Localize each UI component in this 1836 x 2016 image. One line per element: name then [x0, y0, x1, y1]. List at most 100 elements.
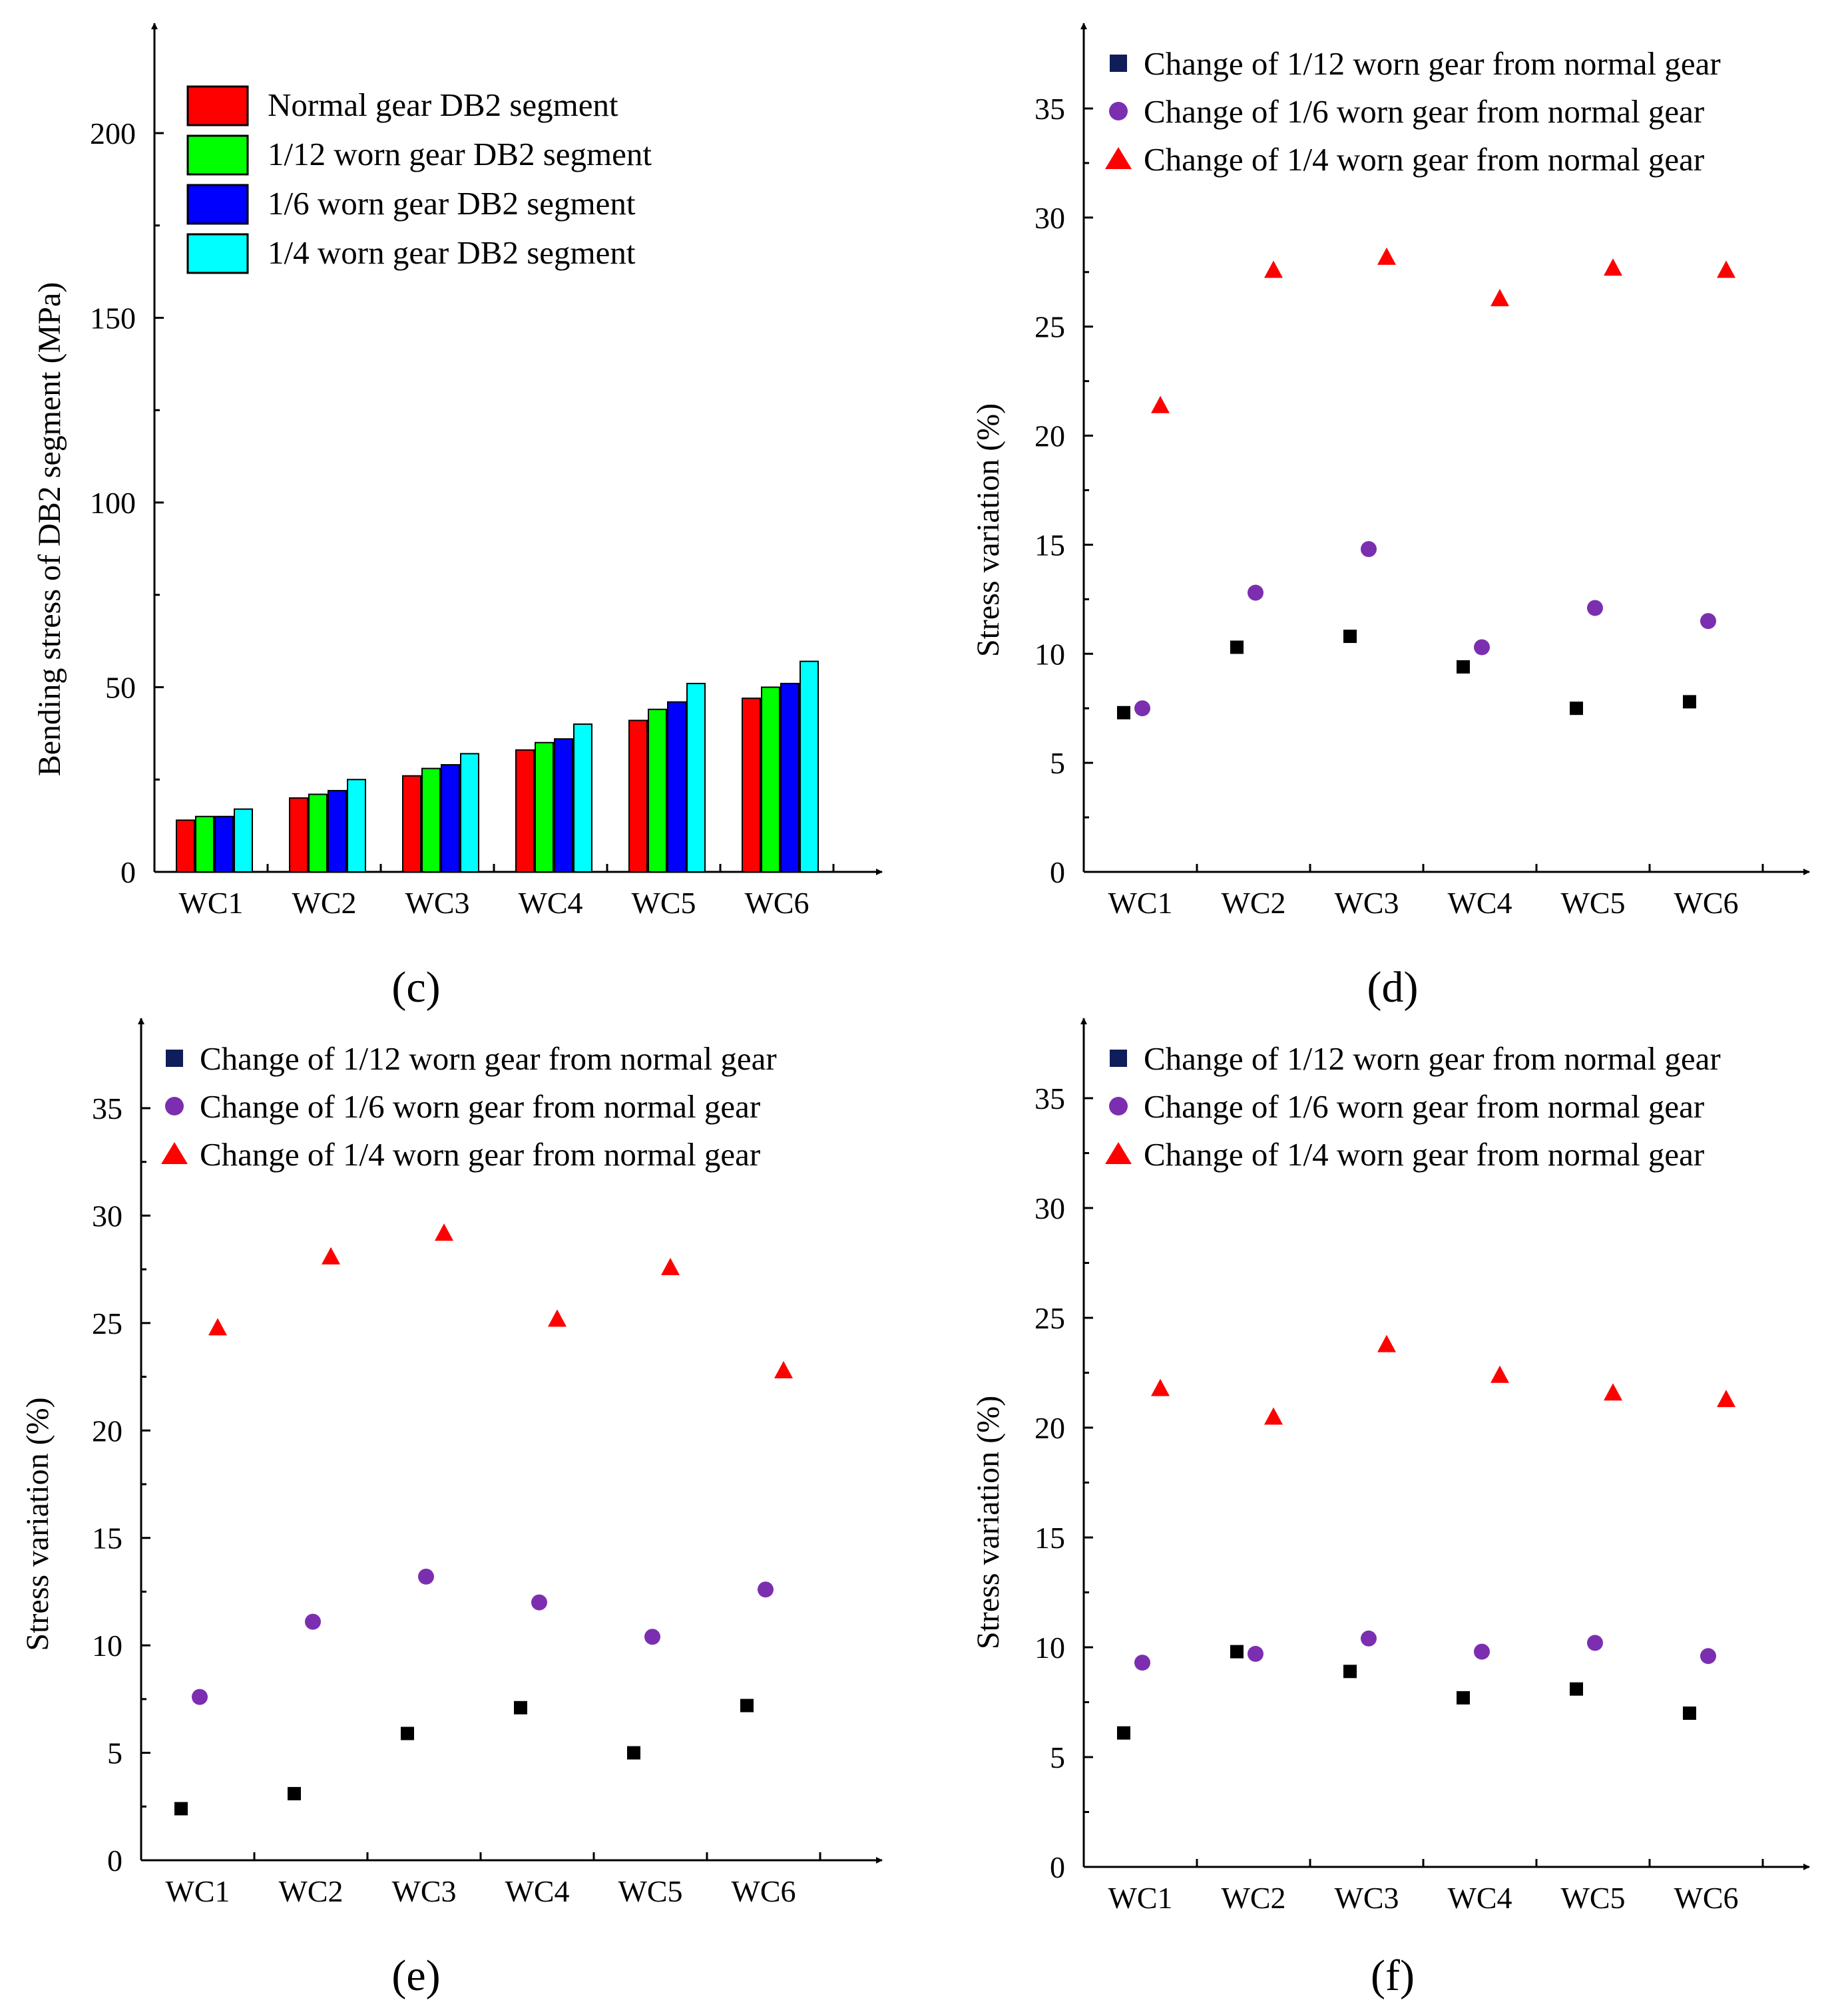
marker-triangle	[1604, 258, 1622, 276]
legend-marker-square	[166, 1050, 183, 1067]
legend-swatch	[186, 85, 249, 126]
marker-triangle	[1717, 1390, 1735, 1408]
x-tick-label: WC4	[1447, 1881, 1512, 1915]
marker-triangle	[1604, 1383, 1622, 1401]
x-tick-label: WC6	[1674, 1881, 1738, 1915]
y-tick-label: 10	[1034, 1631, 1065, 1665]
marker-square	[401, 1726, 414, 1740]
legend-entry: Normal gear DB2 segment	[268, 87, 618, 123]
marker-square	[1117, 1726, 1130, 1740]
x-tick-label: WC6	[1674, 886, 1738, 920]
x-tick-label: WC5	[618, 1874, 682, 1908]
y-tick-label: 200	[90, 116, 136, 150]
x-tick-label: WC5	[631, 886, 696, 920]
panel-label: (f)	[1371, 1951, 1415, 2000]
y-tick-label: 10	[1034, 637, 1065, 671]
marker-circle	[1474, 639, 1490, 656]
marker-circle	[1361, 1630, 1377, 1647]
legend-entry: Change of 1/4 worn gear from normal gear	[1144, 141, 1704, 178]
marker-triangle	[548, 1309, 567, 1327]
bar	[289, 797, 308, 873]
marker-circle	[1134, 700, 1150, 717]
x-tick-label: WC1	[1108, 886, 1172, 920]
marker-triangle	[661, 1257, 680, 1275]
panel-label: (e)	[391, 1951, 440, 2000]
x-tick-label: WC2	[1221, 1881, 1285, 1915]
panel-label: (d)	[1367, 963, 1419, 1012]
legend-entry: 1/4 worn gear DB2 segment	[268, 234, 636, 271]
legend-entry: Change of 1/4 worn gear from normal gear	[200, 1136, 760, 1173]
legend-marker-circle	[165, 1097, 184, 1115]
legend-marker-circle	[1109, 102, 1128, 120]
legend-marker-triangle	[1105, 1142, 1132, 1164]
x-tick-label: WC4	[518, 886, 582, 920]
x-tick-label: WC5	[1560, 1881, 1625, 1915]
marker-square	[1457, 660, 1470, 674]
y-tick-label: 5	[107, 1736, 122, 1770]
legend-entry: Change of 1/6 worn gear from normal gear	[1144, 1088, 1704, 1125]
marker-square	[627, 1746, 640, 1760]
marker-triangle	[322, 1247, 340, 1265]
legend-entry: Change of 1/6 worn gear from normal gear	[1144, 93, 1704, 130]
y-tick-label: 25	[92, 1307, 122, 1340]
marker-triangle	[1377, 247, 1396, 265]
legend-swatch	[186, 134, 249, 176]
marker-circle	[1248, 1645, 1263, 1662]
bar	[195, 815, 214, 873]
marker-square	[1230, 1645, 1244, 1659]
bar	[441, 764, 460, 873]
marker-triangle	[1717, 260, 1735, 278]
legend-marker-triangle	[1105, 147, 1132, 169]
marker-circle	[1587, 600, 1603, 616]
legend-swatch	[186, 184, 249, 225]
x-tick-label: WC6	[744, 886, 809, 920]
marker-square	[1343, 630, 1357, 644]
y-tick-label: 25	[1034, 1301, 1065, 1335]
y-tick-label: 15	[1034, 528, 1065, 562]
bar	[573, 723, 592, 873]
legend-entry: Change of 1/6 worn gear from normal gear	[200, 1088, 760, 1125]
legend-marker-triangle	[161, 1142, 188, 1164]
x-tick-label: WC2	[292, 886, 356, 920]
y-tick-label: 20	[92, 1414, 122, 1448]
x-tick-label: WC3	[1334, 886, 1399, 920]
bar	[402, 775, 421, 873]
legend-marker-circle	[1109, 1097, 1128, 1115]
x-tick-label: WC3	[405, 886, 469, 920]
bar	[515, 749, 535, 873]
legend-entry: Change of 1/12 worn gear from normal gea…	[1144, 1040, 1721, 1077]
marker-circle	[1248, 584, 1263, 601]
x-tick-label: WC5	[1560, 886, 1625, 920]
y-tick-label: 20	[1034, 1411, 1065, 1445]
marker-triangle	[1491, 289, 1509, 307]
legend-entry: 1/12 worn gear DB2 segment	[268, 136, 652, 172]
marker-triangle	[435, 1223, 453, 1241]
y-axis-label: Stress variation (%)	[971, 403, 1006, 657]
bar	[421, 767, 441, 873]
panel-label: (c)	[391, 963, 440, 1012]
y-axis-label: Bending stress of DB2 segment (MPa)	[32, 282, 67, 777]
marker-circle	[758, 1581, 774, 1598]
x-tick-label: WC1	[1108, 1881, 1172, 1915]
bar	[308, 793, 328, 873]
marker-square	[1570, 1682, 1583, 1696]
marker-square	[1683, 1707, 1696, 1720]
y-tick-label: 15	[92, 1521, 122, 1555]
y-tick-label: 10	[92, 1629, 122, 1663]
y-tick-label: 35	[1034, 92, 1065, 126]
panel-e-scatter-chart: 0 5 10 15 20 25 30 35 WC1 WC2 WC3 WC4 WC5 WC6 (e) Stres…	[20, 1018, 883, 2000]
legend-entry: Change of 1/4 worn gear from normal gear	[1144, 1136, 1704, 1173]
marker-circle	[305, 1613, 321, 1630]
x-tick-label: WC1	[165, 1874, 230, 1908]
marker-triangle	[1151, 395, 1170, 413]
y-tick-label: 35	[1034, 1082, 1065, 1115]
legend-entry: Change of 1/12 worn gear from normal gea…	[200, 1040, 777, 1077]
bar	[460, 753, 479, 873]
bar	[535, 741, 554, 873]
marker-circle	[1587, 1635, 1603, 1651]
panel-c-bar-chart: 0 50 100 150 200 WC1 WC2 WC3 WC4 WC5 WC6 (c) Bending…	[32, 23, 883, 1012]
y-tick-label: 0	[107, 1844, 122, 1878]
marker-square	[288, 1786, 301, 1800]
y-tick-label: 5	[1050, 746, 1065, 780]
